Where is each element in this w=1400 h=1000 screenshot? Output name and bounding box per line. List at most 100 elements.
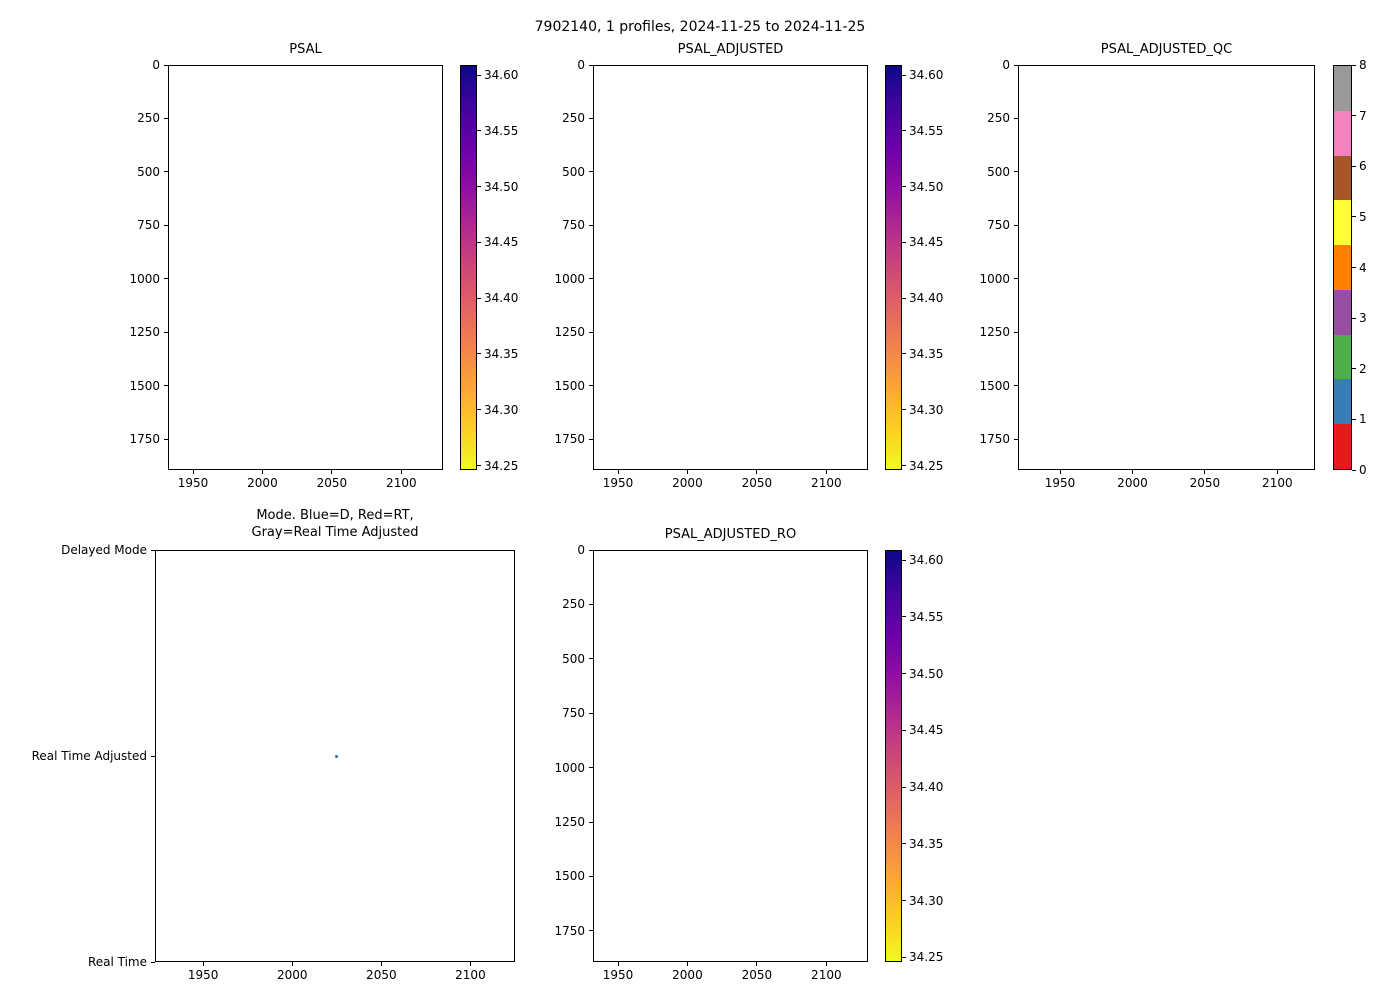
x-tick-label: 2100 <box>455 968 486 982</box>
colorbar-tick-label: 34.30 <box>909 402 944 417</box>
plot-area-psal-adjusted <box>593 65 868 470</box>
y-tick-mark <box>164 117 168 119</box>
colorbar-tick-label: 6 <box>1359 159 1367 174</box>
colorbar-tick-mark <box>902 74 906 76</box>
x-tick-label: 2050 <box>741 968 773 982</box>
y-tick-label: 1500 <box>129 378 160 393</box>
y-tick-label: 750 <box>137 218 160 233</box>
x-tick-mark <box>1131 470 1133 474</box>
y-tick-mark <box>151 549 155 551</box>
colorbar-tick-mark <box>902 786 906 788</box>
y-tick-label: 750 <box>987 218 1010 233</box>
x-tick-mark <box>261 470 263 474</box>
colorbar-tick-mark <box>902 956 906 958</box>
y-tick-label: 500 <box>562 651 585 666</box>
colorbar-tick-label: 0 <box>1359 463 1367 477</box>
colorbar-segment <box>1334 245 1351 290</box>
colorbar-tick-label: 8 <box>1359 58 1367 72</box>
subplot-title-psal: PSAL <box>289 42 322 57</box>
colorbar-psal <box>460 65 477 470</box>
colorbar-tick-mark <box>1352 317 1356 319</box>
y-tick-label: 1500 <box>979 378 1010 393</box>
x-tick-label: 2000 <box>672 476 703 490</box>
colorbar-tick-mark <box>902 673 906 675</box>
y-tick-mark <box>164 438 168 440</box>
colorbar-segment <box>1334 155 1351 201</box>
x-tick-mark <box>825 962 827 966</box>
y-tick-label: 1500 <box>554 378 585 393</box>
colorbar-tick-mark <box>902 409 906 411</box>
x-tick-label: 2000 <box>1117 476 1148 490</box>
x-tick-mark <box>825 470 827 474</box>
x-tick-mark <box>291 962 293 966</box>
x-tick-label: 2100 <box>1262 476 1293 490</box>
colorbar-tick-mark <box>477 465 481 467</box>
colorbar-segment <box>1334 424 1351 470</box>
colorbar-psal_adjusted_qc <box>1333 65 1352 470</box>
colorbar-segment <box>1334 110 1351 156</box>
x-tick-label: 2000 <box>247 476 278 490</box>
colorbar-tick-mark <box>477 74 481 76</box>
y-tick-mark <box>589 171 593 173</box>
colorbar-segment <box>1334 379 1351 425</box>
y-tick-label: Real Time Adjusted <box>31 749 147 763</box>
colorbar-tick-label: 34.60 <box>909 553 944 568</box>
colorbar-tick-label: 34.25 <box>909 458 944 473</box>
x-tick-label: 2100 <box>811 968 842 982</box>
colorbar-tick-label: 7 <box>1359 108 1367 123</box>
x-tick-label: 1950 <box>602 968 634 982</box>
plot-area-mode <box>155 550 515 962</box>
y-tick-mark <box>589 767 593 769</box>
colorbar-tick-label: 5 <box>1359 209 1367 224</box>
colorbar-tick-mark <box>902 843 906 845</box>
y-tick-label: 1000 <box>554 760 585 775</box>
y-tick-mark <box>589 438 593 440</box>
x-tick-label: 1950 <box>1044 476 1076 490</box>
y-tick-label: 750 <box>562 218 585 233</box>
colorbar-tick-mark <box>1352 115 1356 117</box>
colorbar-tick-label: 3 <box>1359 311 1367 326</box>
subplot-title-psal-adjusted-qc: PSAL_ADJUSTED_QC <box>1100 42 1233 57</box>
colorbar-tick-mark <box>902 297 906 299</box>
colorbar-tick-mark <box>902 465 906 467</box>
y-tick-label: 1000 <box>554 271 585 286</box>
colorbar-tick-mark <box>902 130 906 132</box>
colorbar-tick-label: 4 <box>1359 260 1367 275</box>
y-tick-mark <box>589 712 593 714</box>
y-tick-mark <box>589 821 593 823</box>
colorbar-tick-label: 34.40 <box>484 291 519 306</box>
y-tick-mark <box>1014 385 1018 387</box>
colorbar-psal_adjusted <box>885 65 902 470</box>
colorbar-tick-mark <box>1352 267 1356 268</box>
colorbar-tick-mark <box>477 297 481 299</box>
data-point <box>335 754 339 758</box>
colorbar-psal_adjusted_ro <box>885 550 902 962</box>
colorbar-tick-mark <box>902 729 906 731</box>
y-tick-mark <box>589 385 593 387</box>
colorbar-tick-label: 34.45 <box>484 235 519 250</box>
colorbar-tick-mark <box>1352 216 1356 218</box>
colorbar-tick-mark <box>477 241 481 243</box>
x-tick-mark <box>202 962 204 966</box>
colorbar-tick-label: 34.55 <box>484 123 519 138</box>
y-tick-label: 500 <box>562 164 585 179</box>
y-tick-label: 1750 <box>554 923 585 938</box>
x-tick-mark <box>1276 470 1278 474</box>
y-tick-label: 250 <box>987 111 1010 126</box>
y-tick-mark <box>589 875 593 877</box>
colorbar-tick-mark <box>902 559 906 561</box>
y-tick-mark <box>151 961 155 963</box>
subplot-title-psal-adjusted-ro: PSAL_ADJUSTED_RO <box>664 527 797 542</box>
y-tick-mark <box>164 224 168 226</box>
colorbar-tick-label: 34.45 <box>909 235 944 250</box>
y-tick-label: 250 <box>562 597 585 612</box>
colorbar-tick-mark <box>1352 469 1356 471</box>
colorbar-tick-label: 34.60 <box>484 68 519 83</box>
y-tick-label: 0 <box>577 58 585 72</box>
y-tick-label: 0 <box>152 58 160 72</box>
colorbar-tick-mark <box>902 900 906 902</box>
y-tick-label: 0 <box>1002 58 1010 72</box>
x-tick-label: 2100 <box>811 476 842 490</box>
x-tick-label: 2000 <box>672 968 703 982</box>
